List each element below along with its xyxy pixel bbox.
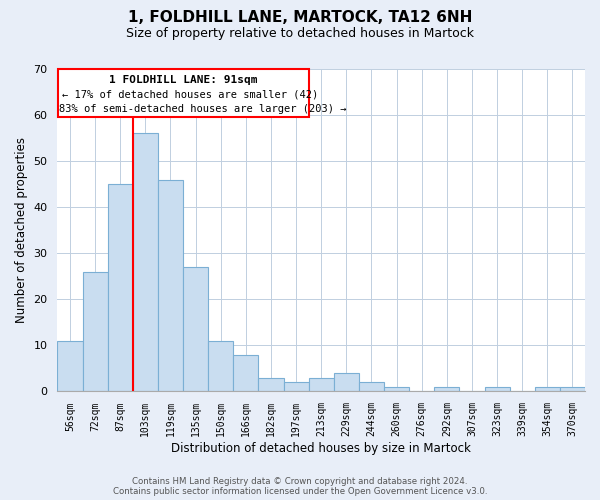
Bar [58,69,308,117]
Text: Size of property relative to detached houses in Martock: Size of property relative to detached ho… [126,28,474,40]
Bar [485,387,509,392]
Text: 83% of semi-detached houses are larger (203) →: 83% of semi-detached houses are larger (… [59,104,347,114]
Text: 1 FOLDHILL LANE: 91sqm: 1 FOLDHILL LANE: 91sqm [109,74,257,85]
Bar [334,373,359,392]
Bar [384,387,409,392]
Bar [183,267,208,392]
Bar [158,180,183,392]
Bar [308,378,334,392]
Text: Contains HM Land Registry data © Crown copyright and database right 2024.: Contains HM Land Registry data © Crown c… [132,477,468,486]
Bar [58,341,83,392]
Text: Contains public sector information licensed under the Open Government Licence v3: Contains public sector information licen… [113,487,487,496]
Bar [107,184,133,392]
Bar [560,387,585,392]
Bar [133,134,158,392]
Bar [83,272,107,392]
Bar [284,382,308,392]
Bar [233,354,259,392]
Text: ← 17% of detached houses are smaller (42): ← 17% of detached houses are smaller (42… [62,90,318,100]
Bar [434,387,460,392]
Bar [359,382,384,392]
Bar [535,387,560,392]
Y-axis label: Number of detached properties: Number of detached properties [15,137,28,323]
Bar [208,341,233,392]
Bar [259,378,284,392]
Text: 1, FOLDHILL LANE, MARTOCK, TA12 6NH: 1, FOLDHILL LANE, MARTOCK, TA12 6NH [128,10,472,25]
X-axis label: Distribution of detached houses by size in Martock: Distribution of detached houses by size … [171,442,471,455]
